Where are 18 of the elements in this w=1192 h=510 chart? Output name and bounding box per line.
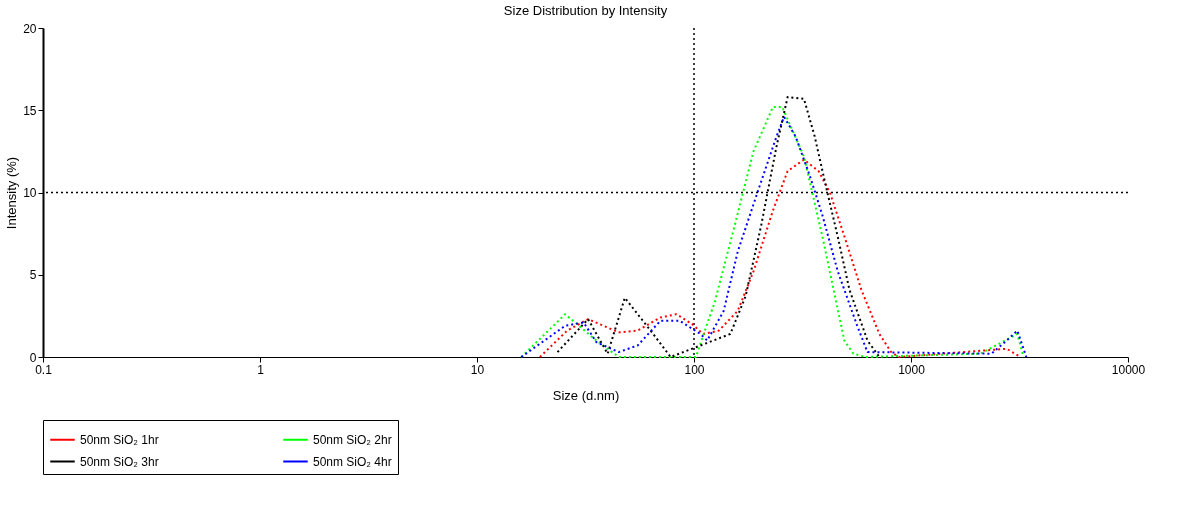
legend-label: 50nm SiO₂ 1hr	[80, 432, 159, 447]
chart-title: Size Distribution by Intensity	[503, 3, 668, 18]
x-tick-label: 0.1	[35, 362, 53, 377]
y-tick-label: 5	[29, 268, 37, 283]
y-tick-label: 10	[23, 186, 37, 200]
y-axis-title: Intensity (%)	[4, 156, 20, 230]
x-tick-label: 10	[470, 362, 485, 377]
x-tick-label: 1	[257, 362, 265, 377]
legend-label: 50nm SiO₂ 4hr	[313, 454, 392, 469]
x-tick-label: 100	[684, 362, 705, 377]
legend-label: 50nm SiO₂ 3hr	[80, 454, 159, 469]
legend-label: 50nm SiO₂ 2hr	[313, 432, 392, 447]
y-tick-label: 15	[23, 103, 37, 118]
y-tick-label: 20	[23, 21, 37, 36]
y-tick-label: 0	[29, 350, 37, 365]
x-tick-label: 1000	[898, 362, 926, 377]
x-axis-title: Size (d.nm)	[552, 387, 620, 403]
x-tick-label: 10000	[1111, 362, 1146, 377]
